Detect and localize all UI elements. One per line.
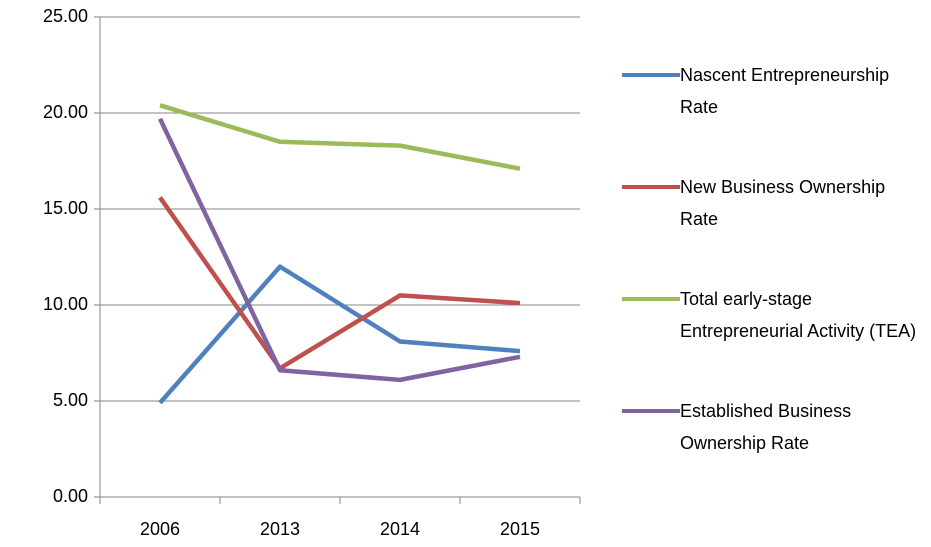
y-tick-label: 20.00 [43, 102, 88, 122]
x-tick-label: 2014 [380, 519, 420, 539]
y-tick-label: 0.00 [53, 486, 88, 506]
x-tick-label: 2015 [500, 519, 540, 539]
legend-label: Established Business Ownership Rate [680, 401, 852, 453]
y-tick-label: 15.00 [43, 198, 88, 218]
y-tick-label: 25.00 [43, 6, 88, 26]
legend: Nascent Entrepreneurship Rate New Busines… [622, 59, 922, 459]
x-tick-label: 2013 [260, 519, 300, 539]
y-tick-label: 5.00 [53, 390, 88, 410]
series-line [158, 196, 521, 371]
legend-swatch [622, 185, 680, 189]
legend-swatch [622, 409, 680, 413]
x-tick-label: 2006 [140, 519, 180, 539]
series-line [158, 264, 521, 405]
legend-swatch [622, 73, 680, 77]
legend-label: Nascent Entrepreneurship Rate [680, 65, 890, 117]
legend-label: New Business Ownership Rate [680, 177, 886, 229]
legend-entry: Established Business Ownership Rate [622, 395, 922, 459]
y-tick-label: 10.00 [43, 294, 88, 314]
legend-swatch [622, 297, 680, 301]
legend-entry: New Business Ownership Rate [622, 171, 922, 235]
legend-entry: Nascent Entrepreneurship Rate [622, 59, 922, 123]
legend-entry: Total early-stage Entrepreneurial Activi… [622, 283, 922, 347]
series-line [157, 117, 521, 383]
legend-label: Total early-stage Entrepreneurial Activi… [680, 289, 917, 341]
series-line [159, 103, 521, 171]
